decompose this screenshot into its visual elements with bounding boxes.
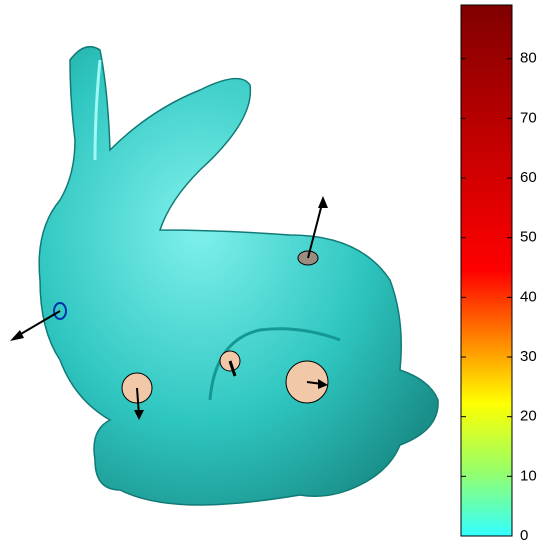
colorbar bbox=[461, 5, 512, 536]
colorbar-tick-label: 30 bbox=[520, 348, 537, 365]
colorbar-tick-label: 70 bbox=[520, 109, 537, 126]
figure: 0 10 20 30 40 50 60 70 80 bbox=[0, 0, 546, 544]
arrowhead bbox=[10, 330, 24, 341]
colorbar-tick-label: 20 bbox=[520, 408, 537, 425]
colorbar-tick-label: 10 bbox=[520, 467, 537, 484]
arrowhead bbox=[318, 196, 328, 208]
bunny-body bbox=[39, 47, 438, 505]
page: 01020304050607080 (() => { const data = … bbox=[0, 0, 546, 544]
colorbar-tick-label: 40 bbox=[520, 288, 537, 305]
colorbar-tick-label: 80 bbox=[520, 50, 537, 67]
colorbar-tick-label: 50 bbox=[520, 229, 537, 246]
bunny bbox=[10, 47, 438, 505]
colorbar-tick-label: 60 bbox=[520, 169, 537, 186]
colorbar-tick-label: 0 bbox=[520, 527, 528, 544]
